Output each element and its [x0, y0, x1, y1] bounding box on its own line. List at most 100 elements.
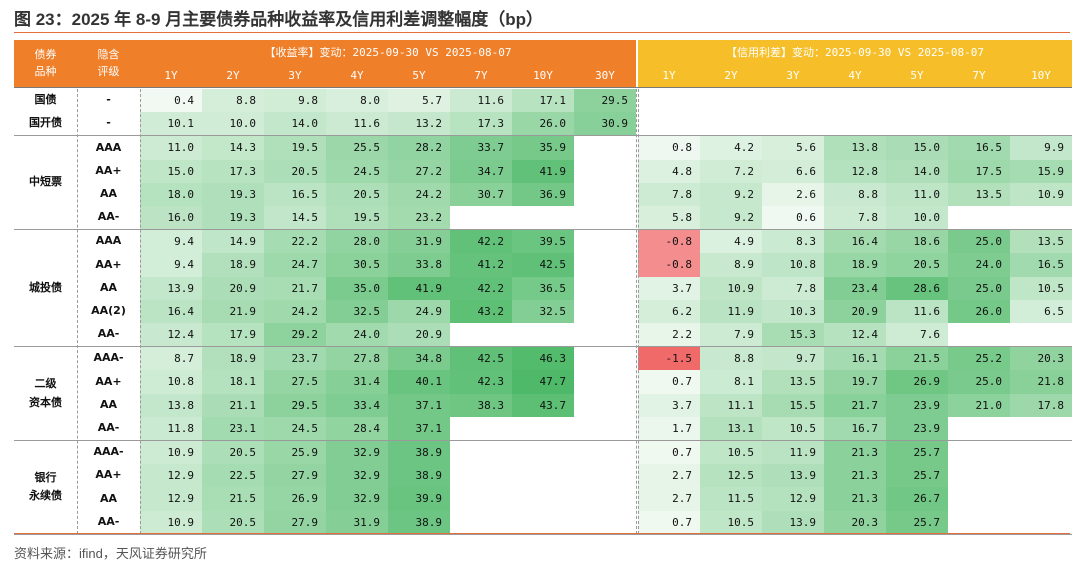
yield-tenor-header: 7Y	[474, 69, 488, 82]
rating-label: AA+	[95, 257, 122, 271]
yield-cell: 31.9	[388, 230, 450, 254]
yield-cell: 30.5	[326, 253, 388, 277]
spread-cell: 12.5	[700, 464, 762, 488]
yield-cell: 36.9	[512, 182, 574, 206]
yield-cell: 25.5	[326, 136, 388, 160]
yield-cell: 21.5	[202, 487, 264, 511]
group-divider	[14, 346, 1072, 348]
yield-tenor-header: 2Y	[226, 69, 240, 82]
yield-cell: 23.1	[202, 416, 264, 440]
rating-label: AAA	[95, 140, 122, 154]
yield-cell: 10.8	[140, 370, 202, 394]
spread-cell: 20.3	[1010, 347, 1072, 371]
rating-label: -	[106, 116, 111, 130]
yield-cell: 28.0	[326, 230, 388, 254]
spread-cell: 9.2	[700, 182, 762, 206]
yield-cell: 38.9	[388, 464, 450, 488]
spread-cell: -0.8	[638, 230, 700, 254]
yield-cell: 14.9	[202, 230, 264, 254]
yield-cell: 10.9	[140, 510, 202, 534]
yield-cell: 27.5	[264, 370, 326, 394]
yield-tenor-header: 30Y	[595, 69, 615, 82]
spread-cell: 11.1	[700, 393, 762, 417]
rating-label: AAA-	[93, 351, 124, 365]
spread-cell: 8.1	[700, 370, 762, 394]
yield-cell: 11.6	[326, 112, 388, 136]
yield-section-title: 【收益率】变动：2025-09-30 VS 2025-08-07	[264, 46, 512, 59]
yield-cell: 32.5	[512, 299, 574, 323]
spread-section-title: 【信用利差】变动：2025-09-30 VS 2025-08-07	[726, 46, 984, 59]
spread-cell: 13.5	[948, 182, 1010, 206]
spread-cell: 15.5	[762, 393, 824, 417]
yield-cell: 23.7	[264, 347, 326, 371]
rating-label: AA	[99, 491, 118, 505]
spread-cell: 7.2	[700, 159, 762, 183]
spread-cell: 21.7	[824, 393, 886, 417]
yield-cell: 9.8	[264, 89, 326, 113]
spread-tenor-header: 2Y	[724, 69, 738, 82]
spread-cell: 13.8	[824, 136, 886, 160]
spread-cell: 25.0	[948, 370, 1010, 394]
yield-cell: 9.4	[140, 230, 202, 254]
rating-header: 隐含 评级	[97, 48, 120, 78]
yield-cell: 11.0	[140, 136, 202, 160]
spread-cell: 7.9	[700, 323, 762, 347]
spread-cell: 21.5	[886, 347, 948, 371]
yield-cell: 41.9	[388, 276, 450, 300]
yield-tenor-header: 1Y	[164, 69, 178, 82]
spread-cell: 0.7	[638, 441, 700, 465]
spread-cell: 16.1	[824, 347, 886, 371]
yield-cell: 18.1	[202, 370, 264, 394]
yield-cell: 13.8	[140, 393, 202, 417]
spread-cell: 11.5	[700, 487, 762, 511]
spread-cell: 0.7	[638, 510, 700, 534]
spread-cell: 14.0	[886, 159, 948, 183]
yield-cell: 42.3	[450, 370, 512, 394]
yield-cell: 25.9	[264, 441, 326, 465]
yield-cell: 10.0	[202, 112, 264, 136]
spread-cell: 6.2	[638, 299, 700, 323]
yield-cell: 24.0	[326, 323, 388, 347]
yield-cell: 5.7	[388, 89, 450, 113]
spread-cell: 2.7	[638, 487, 700, 511]
yield-cell: 27.2	[388, 159, 450, 183]
spread-cell: -0.8	[638, 253, 700, 277]
column-separator	[636, 89, 637, 534]
spread-cell: 0.8	[638, 136, 700, 160]
spread-cell: 21.8	[1010, 370, 1072, 394]
yield-cell: 17.3	[202, 159, 264, 183]
yield-cell: 32.5	[326, 299, 388, 323]
rating-label: AA-	[97, 514, 120, 528]
spread-cell: 2.6	[762, 182, 824, 206]
yield-cell: 41.9	[512, 159, 574, 183]
yield-cell: 34.8	[388, 347, 450, 371]
yield-cell: 31.9	[326, 510, 388, 534]
yield-cell: 24.7	[264, 253, 326, 277]
yield-cell: 31.4	[326, 370, 388, 394]
spread-header-bg	[638, 40, 1072, 87]
spread-cell: 10.3	[762, 299, 824, 323]
yield-cell: 38.3	[450, 393, 512, 417]
spread-cell: 12.9	[762, 487, 824, 511]
yield-cell: 26.0	[512, 112, 574, 136]
bond-change-table: 债券 品种 隐含 评级 【收益率】变动：2025-09-30 VS 2025-08-…	[14, 40, 1072, 535]
spread-cell: 0.7	[638, 370, 700, 394]
yield-cell: 34.7	[450, 159, 512, 183]
spread-cell: 21.0	[948, 393, 1010, 417]
rating-label: AA-	[97, 210, 120, 224]
yield-cell: 37.1	[388, 393, 450, 417]
yield-tenor-header: 4Y	[350, 69, 364, 82]
yield-cell: 16.4	[140, 299, 202, 323]
group-label: 银行 永续债	[29, 470, 62, 503]
spread-tenor-header: 10Y	[1031, 69, 1051, 82]
yield-cell: 15.0	[140, 159, 202, 183]
spread-cell: 15.0	[886, 136, 948, 160]
yield-cell: 24.2	[388, 182, 450, 206]
yield-cell: 42.5	[512, 253, 574, 277]
yield-cell: 35.9	[512, 136, 574, 160]
yield-cell: 22.2	[264, 230, 326, 254]
yield-cell: 14.0	[264, 112, 326, 136]
rating-label: AA(2)	[91, 304, 126, 318]
yield-cell: 24.2	[264, 299, 326, 323]
yield-cell: 32.9	[326, 464, 388, 488]
